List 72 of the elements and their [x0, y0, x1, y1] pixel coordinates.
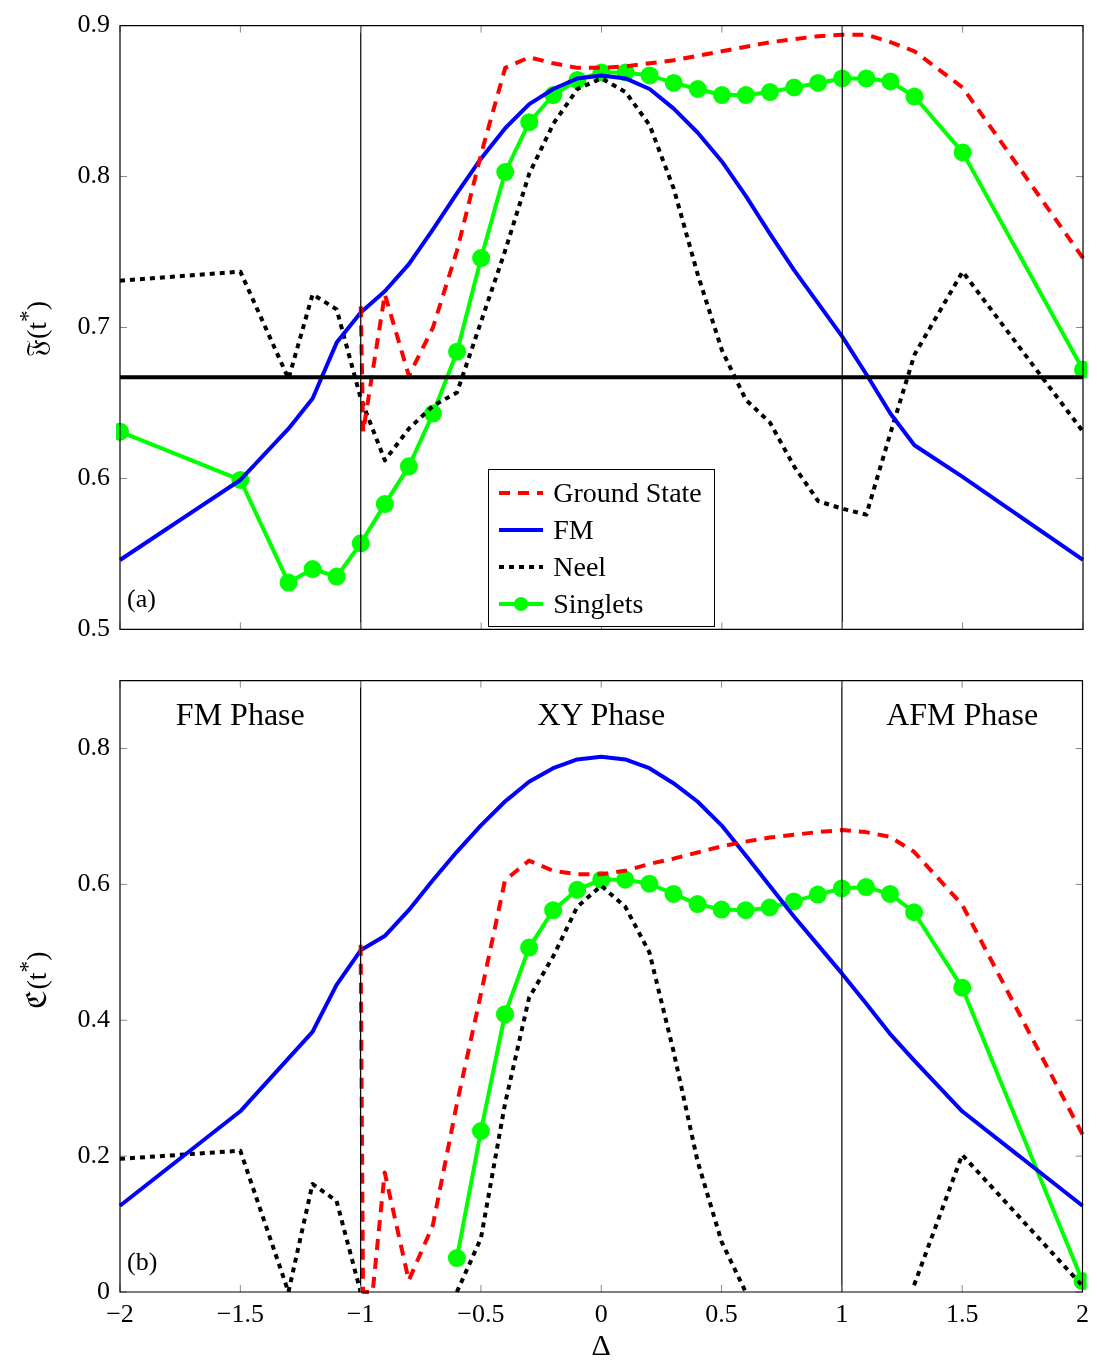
- point: [760, 898, 779, 917]
- legend-label: FM: [553, 513, 594, 546]
- point: [905, 903, 924, 922]
- point: [447, 1249, 466, 1268]
- point: [857, 69, 876, 88]
- annotation: (b): [127, 1246, 158, 1276]
- point: [303, 560, 322, 579]
- line-series: [358, 32, 1085, 434]
- point: [905, 87, 924, 106]
- legend-label: Neel: [553, 550, 607, 583]
- x-tick-label: 2: [1076, 1299, 1089, 1329]
- annotation: XY Phase: [537, 696, 666, 733]
- y-tick-label: 0.4: [77, 1004, 110, 1034]
- point: [808, 885, 827, 904]
- point: [881, 72, 900, 91]
- point: [640, 66, 659, 85]
- legend-label: Ground State: [553, 476, 702, 509]
- point: [785, 78, 804, 97]
- point: [736, 901, 755, 920]
- point: [568, 880, 587, 899]
- point: [496, 163, 515, 182]
- y-tick-label: 0.8: [77, 732, 110, 762]
- point: [953, 143, 972, 162]
- x-tick-label: 0.5: [705, 1299, 738, 1329]
- legend-label: Singlets: [553, 587, 644, 620]
- y-tick-label: 0.5: [77, 613, 110, 643]
- point: [784, 892, 803, 911]
- point: [688, 80, 707, 98]
- point: [640, 874, 659, 893]
- annotation: AFM Phase: [886, 696, 1039, 733]
- point: [520, 938, 539, 957]
- y-tick-label: 0.7: [77, 311, 110, 341]
- point: [736, 86, 755, 105]
- y-tick-label: 0.9: [77, 9, 110, 39]
- point: [448, 342, 467, 361]
- annotation: FM Phase: [175, 696, 305, 733]
- point: [279, 573, 298, 592]
- point: [471, 1122, 490, 1140]
- point: [833, 69, 852, 88]
- point: [351, 534, 370, 553]
- point: [520, 113, 539, 132]
- point: [375, 495, 394, 514]
- x-axis-title: Δ: [591, 1327, 611, 1361]
- point: [327, 567, 346, 586]
- point: [712, 900, 731, 919]
- x-tick-label: −0.5: [457, 1299, 505, 1329]
- point: [544, 901, 563, 920]
- line-series: [358, 828, 1085, 1294]
- point: [688, 895, 707, 914]
- point: [496, 1005, 514, 1024]
- x-tick-label: 1.5: [945, 1299, 979, 1329]
- point: [881, 884, 899, 903]
- x-tick-label: 0: [594, 1299, 608, 1329]
- y-tick-label: 0.2: [77, 1139, 110, 1169]
- point: [761, 83, 780, 102]
- point: [664, 884, 683, 903]
- point: [616, 870, 635, 889]
- x-tick-label: −1.5: [216, 1299, 264, 1329]
- point: [664, 73, 683, 92]
- x-tick-label: −1: [346, 1299, 375, 1329]
- x-tick-label: 1: [835, 1299, 849, 1329]
- annotation: (a): [127, 584, 156, 614]
- y-tick-label: 0.6: [77, 462, 110, 492]
- point: [423, 404, 442, 423]
- y-tick-label: 0.8: [77, 160, 110, 190]
- point: [472, 249, 491, 268]
- point: [809, 73, 828, 92]
- point: [712, 86, 731, 105]
- point: [953, 978, 972, 997]
- point: [856, 878, 875, 897]
- y-tick-label: 0.6: [77, 868, 110, 898]
- point: [399, 457, 418, 476]
